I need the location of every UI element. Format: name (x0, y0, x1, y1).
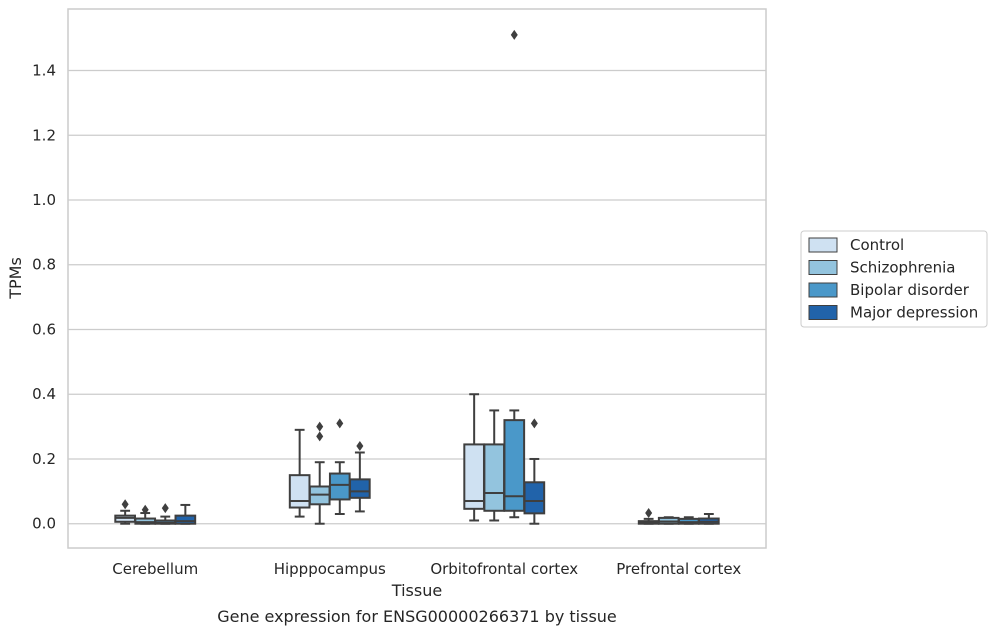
y-tick-label: 1.4 (32, 62, 56, 80)
x-tick-label: Hipppocampus (274, 560, 386, 578)
y-tick-label: 0.4 (32, 385, 56, 403)
box (328, 472, 351, 501)
outlier-point (336, 418, 344, 429)
legend-label: Bipolar disorder (850, 281, 970, 299)
x-tick-label: Cerebellum (112, 560, 198, 578)
box-series (114, 29, 720, 525)
legend-swatch (808, 237, 838, 253)
outlier-point (161, 503, 169, 514)
box (463, 443, 485, 510)
outlier-point (121, 499, 129, 510)
y-axis-label: TPMs (6, 257, 25, 300)
legend-swatch (808, 305, 838, 320)
legend-swatch (808, 282, 838, 298)
legend-frame (800, 230, 988, 328)
box (174, 514, 197, 525)
y-tick-label: 1.0 (32, 191, 56, 209)
plot-area-border (67, 8, 767, 549)
outlier-point (645, 508, 653, 519)
box (349, 478, 371, 499)
y-tick-label: 1.2 (32, 126, 56, 144)
x-tick-label: Prefrontal cortex (616, 560, 741, 578)
box (503, 419, 526, 512)
chart-caption: Gene expression for ENSG00000266371 by t… (217, 607, 617, 626)
x-tick-label: Orbitofrontal cortex (430, 560, 578, 578)
legend-label: Major depression (850, 304, 978, 322)
outlier-point (316, 421, 324, 432)
box (523, 481, 546, 515)
outlier-point (141, 504, 149, 515)
legend: Control Schizophrenia Bipolar disorder Majo… (800, 230, 988, 328)
box (483, 443, 506, 512)
legend-label: Control (850, 236, 904, 254)
legend-label: Schizophrenia (850, 259, 955, 277)
y-tick-label: 0.0 (32, 515, 56, 533)
y-tick-label: 0.2 (32, 450, 56, 468)
axis-ticks: 0.0 0.2 0.4 0.6 0.8 1.0 1.2 1.4 Cerebellum Hipppo… (32, 62, 741, 578)
outlier-point (510, 29, 518, 40)
plot-frame (67, 8, 767, 549)
outlier-point (356, 441, 364, 452)
y-tick-label: 0.6 (32, 320, 56, 338)
outlier-point (530, 418, 538, 429)
box (288, 474, 311, 509)
outlier-point (316, 431, 324, 442)
y-tick-label: 0.8 (32, 256, 56, 274)
x-axis-label: Tissue (391, 581, 442, 600)
legend-swatch (808, 260, 838, 275)
gridlines (68, 69, 766, 525)
